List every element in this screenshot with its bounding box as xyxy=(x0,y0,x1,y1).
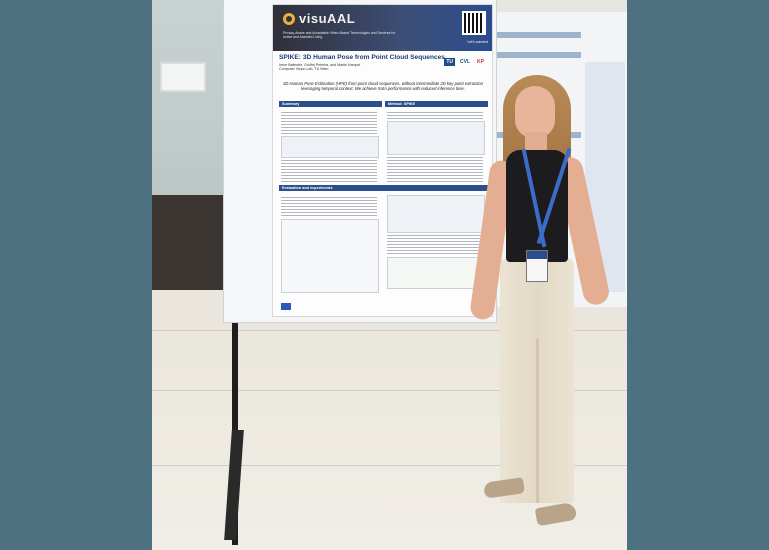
evaluation-text xyxy=(281,195,377,217)
poster-tagline: Privacy-Aware and Acceptable Video-Based… xyxy=(283,31,396,39)
section-evaluation: Evaluation and experiments xyxy=(279,185,488,191)
doorway xyxy=(152,195,237,295)
qualitative-results xyxy=(387,257,485,289)
cvl-logo: CVL xyxy=(460,59,471,65)
poster-logo: visuAAL xyxy=(299,11,356,26)
qr-code-icon xyxy=(462,11,486,35)
section-method: Method: SPIKE xyxy=(385,101,488,107)
method-text-2 xyxy=(387,155,483,183)
window xyxy=(160,62,206,92)
summary-text-2 xyxy=(281,158,377,182)
affiliation-logos: TU CVL KP xyxy=(444,58,486,66)
neck xyxy=(525,132,547,154)
poster-title: SPIKE: 3D Human Pose from Point Cloud Se… xyxy=(279,54,445,61)
conference-photo: 15 visuAAL Privacy-Aware and Acceptable … xyxy=(152,0,627,550)
method-text xyxy=(387,110,483,120)
right-shoe xyxy=(534,501,578,527)
summary-text xyxy=(281,110,377,134)
visuaal-logo-icon xyxy=(283,13,295,25)
research-poster: visuAAL Privacy-Aware and Acceptable Vid… xyxy=(273,5,492,316)
summary-figure xyxy=(281,136,379,158)
poster-affiliation: Computer Vision Lab, TU Wien xyxy=(279,67,329,72)
ablation-chart xyxy=(387,195,485,233)
poster-banner: visuAAL Privacy-Aware and Acceptable Vid… xyxy=(273,5,492,51)
poster-abstract: 3D Human Pose Estimation (HPE) from poin… xyxy=(283,81,483,91)
method-diagram xyxy=(387,121,485,155)
results-table xyxy=(281,219,379,293)
face xyxy=(515,86,555,138)
easel-stand xyxy=(232,120,238,545)
presenter-person xyxy=(468,70,627,550)
section-summary: Summary xyxy=(279,101,382,107)
kp-logo: KP xyxy=(477,59,484,65)
name-badge xyxy=(526,250,548,282)
eu-flag-icon xyxy=(281,303,291,310)
connect-label: Let's connect xyxy=(467,40,488,44)
tu-logo: TU xyxy=(444,58,456,66)
evaluation-text-2 xyxy=(387,233,483,255)
poster-authors: Irene Ballester, Ondřej Peterka, and Mar… xyxy=(279,63,361,72)
